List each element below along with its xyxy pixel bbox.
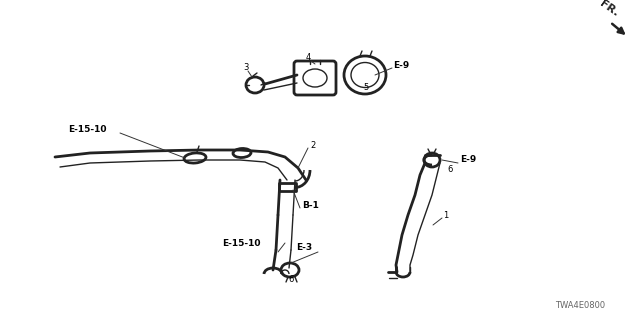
Text: E-15-10: E-15-10 bbox=[222, 238, 260, 247]
Text: 6: 6 bbox=[288, 276, 293, 284]
Text: 3: 3 bbox=[243, 63, 248, 73]
Text: E-9: E-9 bbox=[393, 60, 409, 69]
Text: FR.: FR. bbox=[598, 0, 621, 18]
Text: 5: 5 bbox=[363, 84, 368, 92]
Text: E-9: E-9 bbox=[460, 156, 476, 164]
Text: TWA4E0800: TWA4E0800 bbox=[555, 301, 605, 310]
Text: 6: 6 bbox=[447, 165, 452, 174]
Text: B-1: B-1 bbox=[302, 201, 319, 210]
Text: 2: 2 bbox=[310, 140, 316, 149]
Text: E-15-10: E-15-10 bbox=[68, 125, 106, 134]
Text: 4: 4 bbox=[306, 53, 311, 62]
Text: 1: 1 bbox=[443, 211, 448, 220]
Text: E-3: E-3 bbox=[296, 244, 312, 252]
